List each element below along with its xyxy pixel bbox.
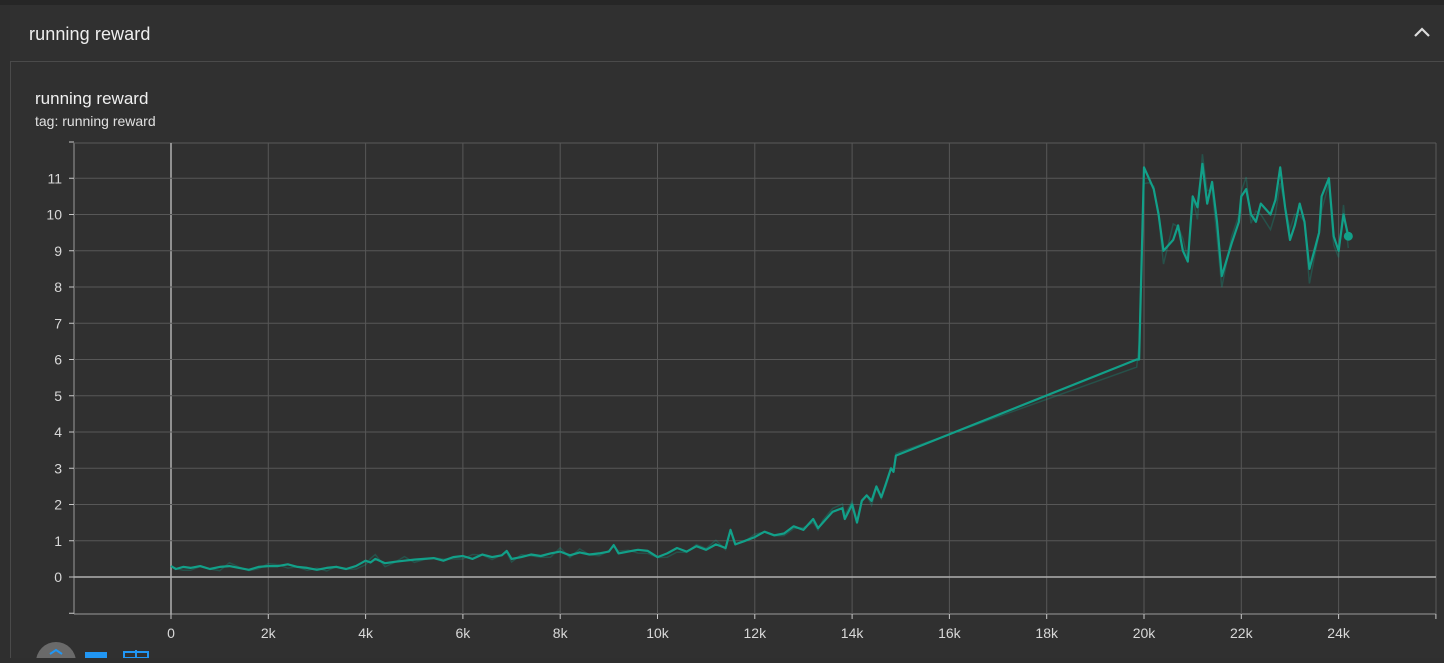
toggle-log-scale-icon[interactable] xyxy=(84,642,108,663)
y-tick-label: 10 xyxy=(46,207,62,223)
series-line xyxy=(170,162,1350,571)
y-tick-label: 11 xyxy=(47,170,62,186)
x-tick-label: 2k xyxy=(261,625,277,641)
y-tick-label: 4 xyxy=(54,424,62,440)
x-tick-label: 18k xyxy=(1035,625,1059,641)
x-tick-label: 10k xyxy=(646,625,670,641)
y-tick-label: 0 xyxy=(54,569,62,585)
x-tick-label: 12k xyxy=(744,625,768,641)
x-tick-label: 6k xyxy=(456,625,472,641)
window-top-edge xyxy=(0,0,1444,5)
y-tick-label: 1 xyxy=(54,533,62,549)
chevron-up-icon[interactable] xyxy=(1408,19,1436,47)
y-tick-label: 3 xyxy=(54,460,62,476)
x-tick-label: 14k xyxy=(841,625,865,641)
x-tick-label: 24k xyxy=(1327,625,1351,641)
x-tick-label: 0 xyxy=(167,625,175,641)
x-tick-label: 22k xyxy=(1230,625,1254,641)
chart-tag: tag: running reward xyxy=(35,113,156,129)
series-raw-line xyxy=(170,154,1350,572)
panel-title: running reward xyxy=(29,24,151,44)
series-endpoint-marker xyxy=(1343,231,1353,241)
x-tick-label: 16k xyxy=(938,625,962,641)
x-tick-label: 20k xyxy=(1133,625,1157,641)
download-icon[interactable] xyxy=(122,642,150,663)
chart-title: running reward xyxy=(35,89,149,108)
y-tick-label: 2 xyxy=(54,497,62,513)
x-tick-label: 4k xyxy=(358,625,374,641)
fit-domain-icon[interactable] xyxy=(36,642,76,663)
panel-header[interactable]: running reward xyxy=(10,5,1444,62)
y-tick-label: 6 xyxy=(54,352,62,368)
y-tick-label: 5 xyxy=(54,388,62,404)
x-tick-label: 8k xyxy=(553,625,569,641)
y-tick-label: 9 xyxy=(54,243,62,259)
y-tick-label: 7 xyxy=(54,315,62,331)
y-tick-label: 8 xyxy=(54,279,62,295)
chart-toolbar xyxy=(36,642,156,663)
